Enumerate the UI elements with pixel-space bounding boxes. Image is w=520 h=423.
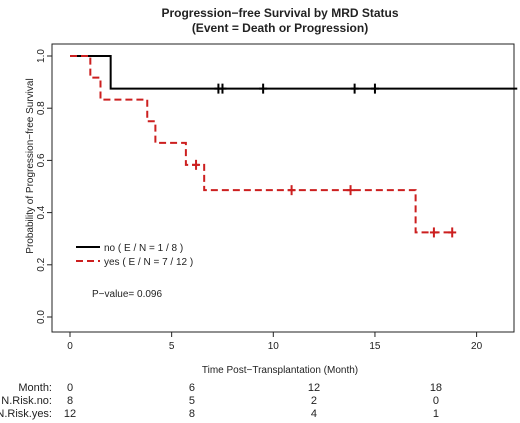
risk-cell: 12 [64, 408, 76, 420]
y-tick-label: 0.2 [36, 257, 47, 271]
risk-cell: 2 [311, 395, 317, 407]
chart-subtitle: (Event = Death or Progression) [192, 21, 368, 35]
risk-row-label: N.Risk.no: [1, 395, 52, 407]
legend: no ( E / N = 1 / 8 ) yes ( E / N = 7 / 12… [76, 243, 193, 268]
risk-cell: 8 [189, 408, 195, 420]
risk-cell: 18 [430, 382, 442, 394]
risk-cell: 12 [308, 382, 320, 394]
series-layer [70, 55, 518, 238]
legend-label-no: no ( E / N = 1 / 8 ) [104, 243, 183, 254]
y-tick-label: 0.6 [36, 153, 47, 167]
plot-frame [51, 43, 515, 333]
risk-cell: 0 [433, 395, 439, 407]
y-tick-label: 0.0 [36, 310, 47, 324]
x-tick-label: 10 [268, 341, 280, 352]
y-tick-label: 0.8 [36, 101, 47, 115]
risk-cell: 5 [189, 395, 195, 407]
legend-label-yes: yes ( E / N = 7 / 12 ) [104, 257, 193, 268]
risk-cell: 4 [311, 408, 317, 420]
x-tick-label: 20 [471, 341, 483, 352]
risk-row-label: Month: [18, 382, 52, 394]
risk-row-label: N.Risk.yes: [0, 408, 52, 420]
y-axis-label: Probability of Progression−free Survival [25, 78, 36, 253]
p-value-annotation: P−value= 0.096 [92, 289, 162, 300]
series-line-no [70, 55, 518, 90]
y-tick-label: 0.4 [36, 205, 47, 219]
series-line-yes [70, 55, 453, 234]
x-tick-label: 15 [369, 341, 381, 352]
x-axis-label: Time Post−Transplantation (Month) [202, 365, 358, 376]
chart-title: Progression−free Survival by MRD Status [161, 6, 398, 20]
risk-cell: 1 [433, 408, 439, 420]
risk-cell: 0 [67, 382, 73, 394]
x-tick-label: 0 [67, 341, 73, 352]
axes: 0 5 10 15 20 0.0 0.2 0.4 0.6 0.8 1.0 [36, 49, 483, 352]
risk-cell: 8 [67, 395, 73, 407]
x-tick-label: 5 [169, 341, 175, 352]
risk-cell: 6 [189, 382, 195, 394]
y-tick-label: 1.0 [36, 49, 47, 63]
risk-table: Month: 0 6 12 18N.Risk.no: 8 5 2 0N.Risk.yes: 12 8… [0, 382, 442, 420]
